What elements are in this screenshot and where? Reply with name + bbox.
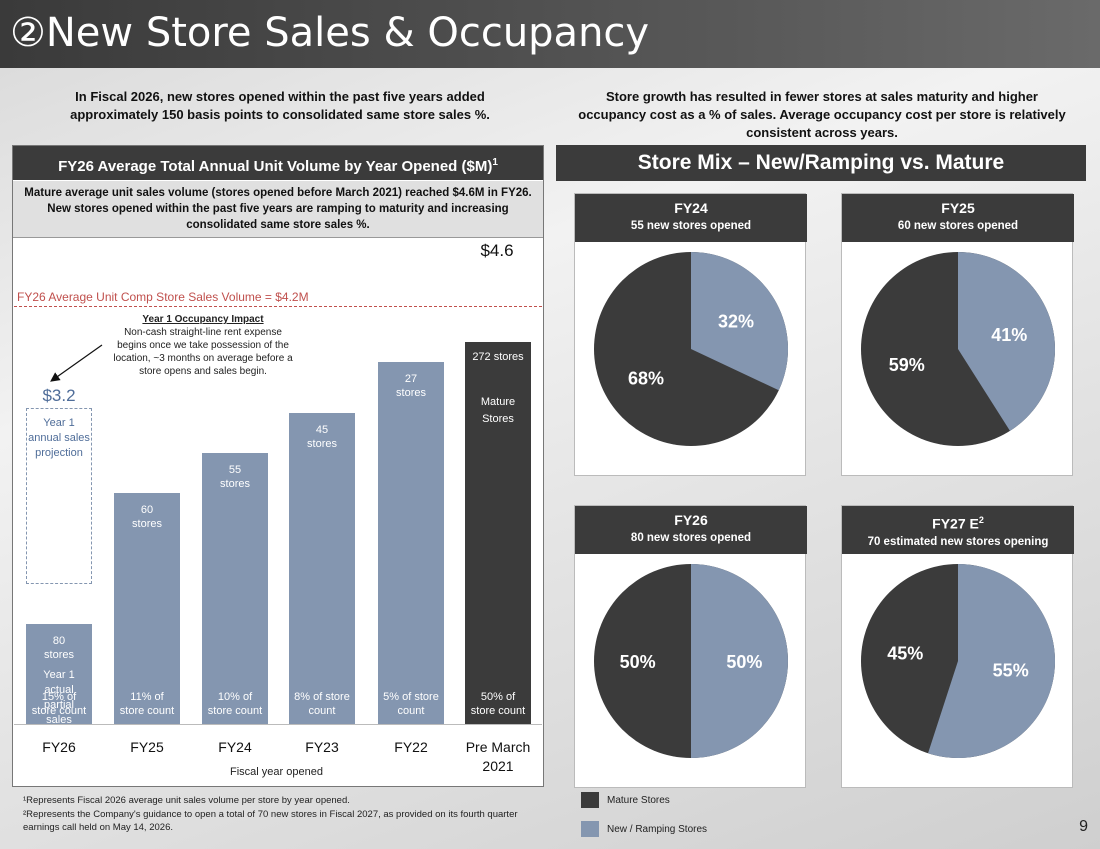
- pie-slice-new: [691, 252, 788, 391]
- pie-subtitle: 60 new stores opened: [897, 220, 1019, 232]
- pie-label-mature: 45%: [887, 644, 923, 664]
- footnote-marker: 2: [978, 515, 984, 525]
- store-count-label: 55 stores: [220, 463, 250, 490]
- title-bar: ②New Store Sales & Occupancy: [0, 0, 1100, 68]
- pct-store-count-label: 10% of store count: [207, 691, 263, 717]
- pie-year: FY24: [674, 200, 708, 216]
- pct-store-count-label: 5% of store count: [383, 691, 439, 717]
- intro-left: In Fiscal 2026, new stores opened within…: [70, 89, 490, 122]
- pie-card: FY24 55 new stores opened 32% 68%: [574, 193, 807, 476]
- pie-chart: 50% 50%: [594, 564, 788, 758]
- pie-card-header: FY27 E2 70 estimated new stores opening: [842, 506, 1074, 554]
- reference-line: [14, 306, 542, 307]
- x-axis-line: [14, 724, 542, 725]
- pie-slice-new: [691, 564, 788, 758]
- bar-fy25: [114, 493, 180, 724]
- pie-label-mature: 59%: [889, 355, 925, 375]
- pie-card: FY27 E2 70 estimated new stores opening 55…: [841, 505, 1074, 788]
- store-count-label: 80 stores: [44, 634, 74, 661]
- x-tick-label: FY22: [394, 739, 428, 755]
- pie-label-mature: 68%: [628, 369, 664, 389]
- legend-label-mature: Mature Stores: [607, 795, 670, 806]
- callout-arrow-icon: [50, 344, 103, 382]
- projection-text: Year 1 annual sales projection: [28, 417, 90, 459]
- occupancy-title: Year 1 Occupancy Impact: [142, 314, 264, 325]
- intro-right: Store growth has resulted in fewer store…: [578, 89, 1066, 140]
- bar-fy22: [378, 362, 444, 724]
- pie-card: FY25 60 new stores opened 41% 59%: [841, 193, 1074, 476]
- store-count-label: 27 stores: [396, 373, 426, 400]
- pie-card: FY26 80 new stores opened 50% 50%: [574, 505, 807, 788]
- footnote-2: ²Represents the Company's guidance to op…: [23, 809, 518, 833]
- pie-chart: 32% 68%: [594, 252, 788, 446]
- pie-chart: 55% 45%: [861, 564, 1055, 758]
- pie-slice-new: [928, 564, 1055, 758]
- pie-card-header: FY25 60 new stores opened: [842, 194, 1074, 242]
- x-tick-label: FY24: [218, 739, 252, 755]
- bar-pre-march-2021: [465, 342, 531, 724]
- pie-label-new: 41%: [991, 325, 1027, 345]
- pct-store-count-label: 8% of store count: [294, 691, 350, 717]
- bar-fy24: [202, 452, 268, 724]
- page-title: ②New Store Sales & Occupancy: [10, 10, 650, 56]
- footnote-1: ¹Represents Fiscal 2026 average unit sal…: [23, 795, 350, 806]
- mature-stores-label: Mature Stores: [480, 396, 516, 426]
- pie-section-header: Store Mix – New/Ramping vs. Mature: [556, 145, 1086, 181]
- pie-card-header: FY26 80 new stores opened: [575, 506, 807, 554]
- pie-year: FY25: [941, 200, 975, 216]
- projection-value: $3.2: [42, 386, 76, 405]
- pie-subtitle: 70 estimated new stores opening: [867, 535, 1049, 548]
- partial-sales-label: Year 1 actual partial sales: [43, 668, 75, 726]
- pie-label-new: 50%: [726, 652, 762, 672]
- bar-chart-note: Mature average unit sales volume (stores…: [13, 181, 543, 238]
- store-count-label: 272 stores: [472, 351, 524, 364]
- store-count-label: 45 stores: [307, 423, 337, 450]
- pie-label-new: 32%: [718, 311, 754, 331]
- pie-subtitle: 55 new stores opened: [630, 220, 752, 232]
- bar-chart-title: FY26 Average Total Annual Unit Volume by…: [58, 158, 493, 175]
- pie-year: FY27 E2: [932, 515, 984, 532]
- x-axis-title: Fiscal year opened: [230, 766, 323, 778]
- occupancy-text: Non-cash straight-line rent expense begi…: [113, 327, 293, 377]
- store-count-label: 60 stores: [132, 504, 162, 530]
- legend-swatch-mature: [581, 792, 599, 808]
- footnote-marker: 1: [492, 157, 498, 168]
- bar-chart-panel: [12, 145, 544, 787]
- bar-fy23: [289, 412, 355, 724]
- x-tick-label: FY26: [42, 739, 76, 755]
- pct-store-count-label: 15% of store count: [31, 691, 87, 717]
- x-tick-label: FY25: [130, 739, 164, 755]
- pie-label-mature: 50%: [620, 652, 656, 672]
- pie-chart: 41% 59%: [861, 252, 1055, 446]
- pie-slice-new: [958, 252, 1055, 431]
- projection-box: [26, 408, 92, 584]
- x-tick-label: FY23: [305, 739, 339, 755]
- pie-card-header: FY24 55 new stores opened: [575, 194, 807, 242]
- page-number: 9: [1079, 818, 1088, 835]
- legend-swatch-new: [581, 821, 599, 837]
- reference-line-label: FY26 Average Unit Comp Store Sales Volum…: [17, 290, 309, 304]
- bar-chart-header: FY26 Average Total Annual Unit Volume by…: [13, 146, 543, 180]
- pie-subtitle: 80 new stores opened: [630, 532, 752, 544]
- mature-value: $4.6: [480, 241, 514, 260]
- x-tick-label: Pre March 2021: [465, 739, 531, 774]
- bar-fy26: [26, 623, 92, 724]
- pie-year: FY26: [674, 512, 708, 528]
- legend-label-new: New / Ramping Stores: [607, 824, 708, 835]
- occupancy-callout: Year 1 Occupancy Impact Non-cash straigh…: [108, 313, 298, 378]
- pct-store-count-label: 11% of store count: [119, 691, 175, 717]
- pct-store-count-label: 50% of store count: [470, 691, 526, 717]
- pie-label-new: 55%: [993, 660, 1029, 680]
